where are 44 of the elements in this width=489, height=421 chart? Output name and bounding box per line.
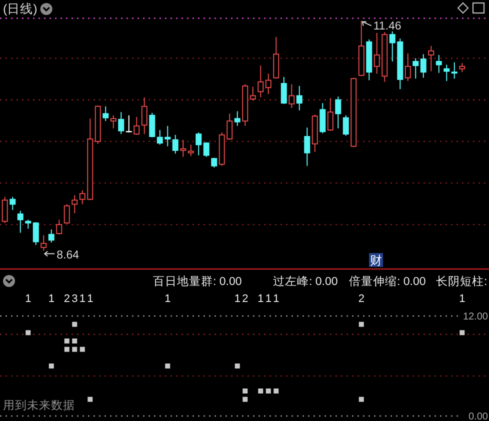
text: 1 [25,293,32,305]
point [358,396,364,402]
annotation: 用到未来数据 [3,399,75,412]
point [242,388,248,394]
annotation: 8.64 [56,250,80,262]
point [48,364,54,368]
point [72,322,78,327]
point [165,364,170,368]
point [64,338,70,344]
annotation: 11.46 [373,20,402,33]
text: 2 [358,293,364,305]
y-tick-label: 0.00 [468,412,488,421]
point [80,346,85,352]
text: 1 [164,293,171,305]
text: 过左峰: 0.00 [273,275,338,288]
point [460,330,465,336]
text: 1 [258,293,264,305]
text: 倍量伸缩: 0.00 [349,274,426,288]
text: 1 [87,293,94,305]
text: 1 [459,293,466,305]
text: 2 [242,293,248,305]
text: 1 [234,293,240,305]
point [266,388,271,394]
point [242,396,248,402]
text: 1 [273,293,280,305]
point [234,364,240,368]
point [88,396,93,402]
point [72,346,78,352]
text: 1 [48,293,54,305]
point [26,330,31,336]
text: 1 [265,293,272,305]
point [358,322,364,327]
text: 2 [64,293,70,305]
point [64,346,70,352]
badge: 财 [369,253,383,268]
point [72,338,78,344]
chart-title: (日线) [3,2,38,16]
point [274,388,279,394]
text: 1 [79,293,86,305]
text: 百日地量群: 0.00 [153,275,242,288]
point [258,388,264,394]
text: 3 [72,293,78,305]
text: 长阴短柱: [436,275,488,288]
y-tick-label: 12.00 [462,312,488,323]
